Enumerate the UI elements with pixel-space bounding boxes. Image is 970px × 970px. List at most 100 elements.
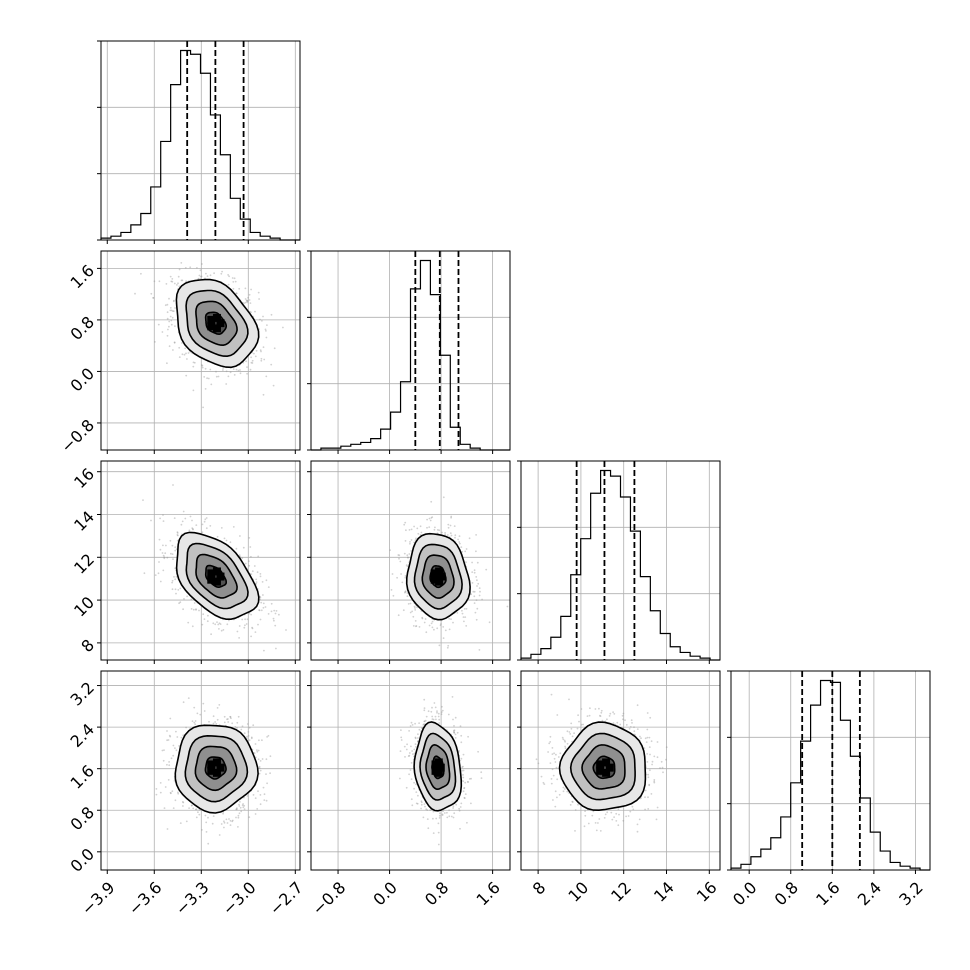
scatter-point — [158, 538, 161, 541]
scatter-point — [250, 288, 253, 291]
scatter-point — [217, 623, 220, 626]
scatter-point — [464, 616, 467, 618]
scatter-point — [415, 746, 417, 748]
scatter-point — [188, 529, 191, 532]
scatter-point — [441, 531, 443, 534]
scatter-point — [175, 730, 177, 733]
scatter-point — [164, 552, 167, 555]
scatter-point — [178, 356, 181, 358]
histogram-bar — [250, 232, 260, 240]
scatter-point — [180, 523, 183, 526]
scatter-point — [406, 565, 409, 568]
scatter-point — [170, 280, 173, 283]
scatter-point — [249, 302, 252, 304]
scatter-point — [171, 544, 174, 547]
histogram-bar — [801, 741, 811, 870]
scatter-point — [173, 341, 176, 344]
scatter-point — [168, 345, 171, 348]
scatter-point — [181, 342, 183, 344]
joint-body — [134, 262, 284, 409]
scatter-point — [260, 601, 263, 604]
histogram-bar — [571, 575, 581, 660]
scatter-point — [424, 719, 427, 722]
scatter-point — [241, 557, 244, 559]
scatter-point — [203, 376, 206, 378]
scatter-point — [246, 735, 248, 738]
scatter-point — [478, 594, 481, 597]
scatter-point — [207, 614, 209, 617]
contour-line — [185, 289, 249, 358]
scatter-point — [406, 595, 409, 598]
histogram-bar — [650, 611, 660, 660]
scatter-point — [407, 556, 409, 559]
histogram-bar — [450, 427, 460, 450]
scatter-point — [264, 328, 267, 331]
scatter-point — [238, 805, 241, 807]
scatter-point — [209, 368, 212, 371]
scatter-point — [458, 535, 461, 537]
scatter-point — [205, 831, 208, 833]
scatter-point — [420, 803, 423, 806]
scatter-point — [201, 829, 203, 831]
scatter-point — [195, 524, 198, 526]
scatter-point — [408, 553, 411, 555]
scatter-point — [237, 715, 240, 718]
scatter-point — [226, 623, 229, 626]
histogram-bar — [230, 198, 240, 240]
scatter-point — [162, 514, 164, 516]
scatter-point — [222, 369, 224, 371]
scatter-point — [251, 627, 254, 630]
histogram-bar — [381, 429, 391, 450]
scatter-point — [235, 368, 238, 371]
scatter-point — [192, 365, 195, 368]
scatter-point — [237, 814, 240, 817]
scatter-point — [177, 589, 180, 591]
scatter-point — [172, 310, 175, 312]
scatter-point — [196, 712, 199, 715]
scatter-point — [434, 526, 436, 529]
scatter-point — [446, 534, 449, 536]
scatter-point — [223, 826, 225, 829]
histogram-bar — [850, 756, 860, 870]
scatter-point — [178, 745, 181, 747]
scatter-point — [412, 625, 415, 627]
scatter-point — [228, 818, 230, 820]
scatter-point — [461, 612, 464, 615]
panel-frame — [100, 40, 301, 241]
scatter-point — [250, 635, 253, 638]
scatter-point — [265, 375, 268, 378]
scatter-point — [166, 739, 169, 742]
scatter-point — [170, 792, 172, 795]
scatter-point — [251, 362, 254, 364]
scatter-point — [479, 590, 481, 593]
scatter-point — [193, 706, 196, 709]
joint-body — [142, 484, 287, 652]
scatter-point — [174, 588, 177, 591]
scatter-point — [252, 794, 255, 796]
scatter-point — [164, 304, 167, 307]
scatter-point — [181, 279, 184, 282]
scatter-point — [463, 620, 465, 623]
scatter-point — [236, 807, 238, 810]
scatter-point — [166, 317, 169, 320]
scatter-point — [225, 383, 228, 385]
scatter-point — [174, 567, 177, 570]
scatter-point — [432, 817, 434, 820]
scatter-point — [462, 753, 465, 756]
scatter-point — [174, 546, 177, 549]
scatter-point — [173, 341, 176, 344]
scatter-point — [261, 581, 264, 583]
scatter-point — [227, 718, 229, 720]
scatter-point — [258, 298, 260, 300]
scatter-point — [259, 318, 261, 321]
scatter-point — [222, 629, 225, 631]
scatter-point — [473, 569, 476, 572]
contour-line — [204, 564, 227, 588]
scatter-point — [414, 620, 417, 622]
scatter-point — [273, 619, 275, 622]
scatter-point — [162, 554, 165, 557]
scatter-point — [164, 786, 167, 788]
scatter-point — [237, 816, 240, 819]
scatter-point — [244, 298, 247, 300]
scatter-point — [176, 534, 179, 536]
